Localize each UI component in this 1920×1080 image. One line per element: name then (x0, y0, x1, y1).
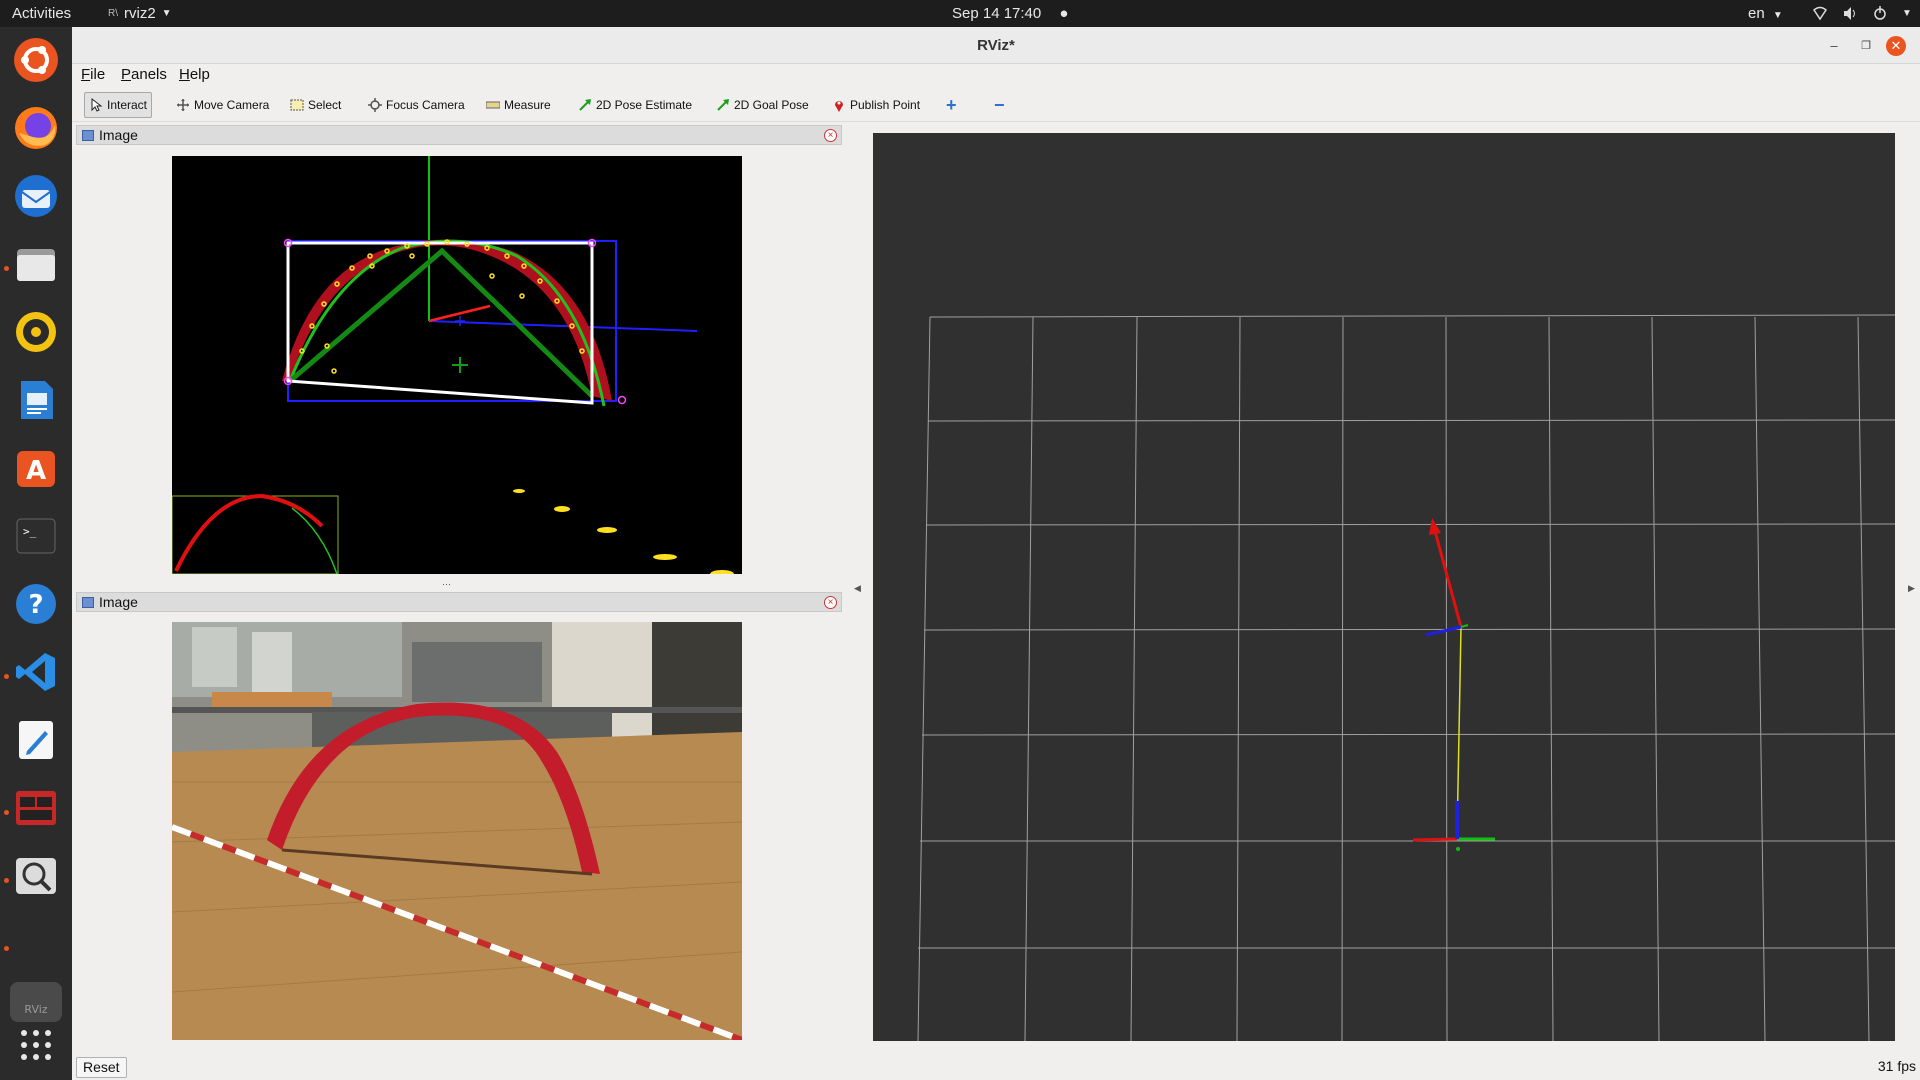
show-apps-icon[interactable] (10, 1019, 62, 1071)
writer-icon[interactable] (10, 374, 62, 426)
menu-help[interactable]: Help (179, 66, 210, 83)
tool-2d-pose-estimate[interactable]: 2D Pose Estimate (574, 92, 696, 118)
tool-publish-point-label: Publish Point (850, 98, 921, 112)
magnifier-icon[interactable] (10, 850, 62, 902)
tool-interact[interactable]: Interact (84, 92, 153, 118)
select-icon (290, 99, 304, 111)
tool-2d-goal-pose[interactable]: 2D Goal Pose (712, 92, 813, 118)
running-indicator (4, 946, 9, 951)
clock[interactable]: Sep 14 17:40 ● (952, 0, 1068, 27)
ruler-icon (486, 101, 500, 109)
running-indicator (4, 878, 9, 883)
window-title: RViz* (977, 37, 1015, 54)
tool-move-camera-label: Move Camera (194, 98, 270, 112)
camera-image-view (172, 622, 742, 1040)
tool-measure[interactable]: Measure (482, 92, 555, 118)
svg-text:>_: >_ (23, 525, 37, 538)
software-icon[interactable]: A (10, 442, 62, 494)
close-panel-1-button[interactable]: × (824, 129, 837, 142)
focus-icon (368, 98, 382, 112)
tool-measure-label: Measure (504, 98, 551, 112)
panel-icon (82, 130, 94, 141)
network-icon (1813, 6, 1827, 21)
language-label: en (1748, 5, 1765, 22)
green-arrow-icon (717, 99, 729, 111)
power-icon (1874, 6, 1886, 20)
menu-file[interactable]: File (81, 66, 106, 83)
tool-focus-camera-label: Focus Camera (386, 98, 465, 112)
menu-bar: File Panels Help (72, 64, 1920, 88)
tool-interact-label: Interact (107, 98, 148, 112)
panel-splitter-handle[interactable]: ⋯ (442, 579, 451, 589)
thunderbird-icon[interactable] (10, 170, 62, 222)
rhythmbox-icon[interactable] (10, 306, 62, 358)
terminal-icon[interactable]: >_ (10, 510, 62, 562)
rviz-icon[interactable]: RViz (10, 982, 62, 1022)
maximize-button[interactable]: ❐ (1861, 40, 1871, 52)
svg-text:RViz: RViz (24, 1003, 47, 1016)
tool-move-camera[interactable]: Move Camera (172, 92, 273, 118)
system-menu[interactable]: ▼ (1812, 0, 1912, 27)
app-menu-label: rviz2 (124, 5, 156, 22)
grid (917, 314, 1895, 1041)
svg-text:?: ? (28, 590, 43, 620)
running-indicator (4, 810, 9, 815)
help-icon[interactable]: ? (10, 578, 62, 630)
activities-button[interactable]: Activities (12, 5, 72, 22)
cursor-icon (91, 98, 103, 112)
image-panel-2-header[interactable]: Image × (76, 592, 842, 612)
image-panel-2-title: Image (99, 594, 138, 610)
svg-text:A: A (26, 456, 46, 486)
image-panel-1-header[interactable]: Image × (76, 125, 842, 145)
status-bar: Reset 31 fps (72, 1054, 1920, 1080)
close-panel-2-button[interactable]: × (824, 596, 837, 609)
tool-publish-point[interactable]: Publish Point (828, 92, 924, 118)
dock: A >_ ? RViz (0, 27, 72, 1080)
green-arrow-icon (579, 99, 591, 111)
text-editor-icon[interactable] (10, 714, 62, 766)
clock-label: Sep 14 17:40 (952, 5, 1042, 22)
fps-label: 31 fps (1877, 1058, 1916, 1074)
rviz-window: RViz* ‒ ❐ ✕ File Panels Help Interact Mo… (72, 27, 1920, 1080)
move-icon (177, 99, 189, 111)
tool-focus-camera[interactable]: Focus Camera (364, 92, 469, 118)
menu-panels[interactable]: Panels (121, 66, 167, 83)
app-menu[interactable]: R\ rviz2 ▼ (108, 0, 172, 27)
notification-dot-icon: ● (1059, 5, 1069, 22)
collapse-left-handle[interactable]: ◀ (854, 583, 861, 593)
running-indicator (4, 266, 9, 271)
ubuntu-icon[interactable] (10, 34, 62, 86)
3d-viewport[interactable] (873, 133, 1895, 1041)
map-pin-icon (835, 101, 843, 112)
chevron-down-icon: ▼ (1772, 10, 1783, 21)
chevron-down-icon: ▼ (161, 8, 172, 19)
tool-2d-pose-estimate-label: 2D Pose Estimate (596, 98, 693, 112)
processed-image-view (172, 156, 742, 574)
remove-tool-button[interactable]: − (990, 92, 1009, 118)
close-window-button[interactable]: ✕ (1886, 36, 1906, 56)
plus-icon: + (946, 95, 957, 115)
running-indicator (4, 674, 9, 679)
rqt-icon[interactable] (10, 782, 62, 834)
tool-select-label: Select (308, 98, 342, 112)
panel-icon (82, 597, 94, 608)
minus-icon: − (994, 95, 1005, 115)
firefox-icon[interactable] (10, 102, 62, 154)
image-panel-1-title: Image (99, 127, 138, 143)
minimize-button[interactable]: ‒ (1830, 38, 1838, 53)
rviz-app-icon: R\ (108, 8, 118, 19)
files-icon[interactable] (10, 238, 62, 290)
volume-icon (1844, 7, 1855, 20)
language-selector[interactable]: en ▼ (1748, 0, 1783, 27)
tool-2d-goal-pose-label: 2D Goal Pose (734, 98, 809, 112)
window-titlebar[interactable]: RViz* ‒ ❐ ✕ (72, 27, 1920, 64)
system-top-bar: Activities R\ rviz2 ▼ Sep 14 17:40 ● en … (0, 0, 1920, 27)
collapse-right-handle[interactable]: ▶ (1908, 583, 1915, 593)
chevron-down-icon: ▼ (1902, 8, 1912, 19)
add-tool-button[interactable]: + (942, 92, 961, 118)
reset-button[interactable]: Reset (76, 1057, 127, 1078)
tool-bar: Interact Move Camera Select Focus Camera… (72, 88, 1920, 122)
vscode-icon[interactable] (10, 646, 62, 698)
tool-select[interactable]: Select (286, 92, 345, 118)
